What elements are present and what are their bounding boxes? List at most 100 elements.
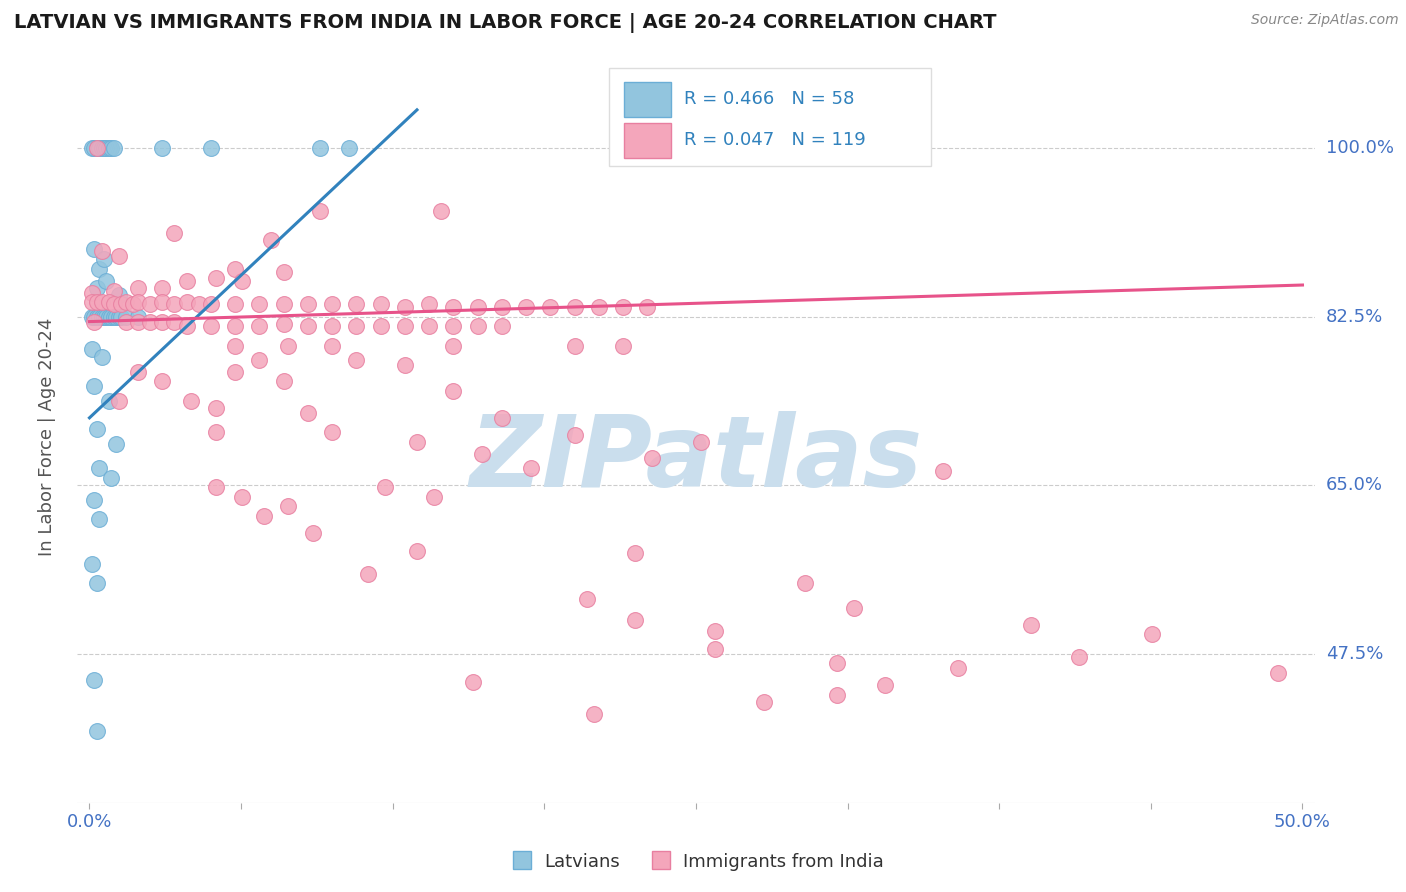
Point — [538, 300, 561, 314]
Point — [100, 310, 122, 324]
Text: Source: ZipAtlas.com: Source: ZipAtlas.com — [1251, 13, 1399, 28]
Point — [200, 319, 222, 334]
Point — [93, 252, 115, 266]
Point — [96, 274, 118, 288]
Point — [97, 393, 120, 408]
Point — [176, 319, 198, 334]
Point — [139, 315, 162, 329]
Point — [247, 353, 270, 368]
Point — [370, 297, 392, 311]
FancyBboxPatch shape — [624, 81, 671, 117]
Point — [1019, 617, 1042, 632]
Point — [253, 508, 276, 523]
Point — [1140, 627, 1163, 641]
Point — [277, 500, 299, 514]
Point — [491, 319, 513, 334]
Point — [624, 545, 647, 559]
Point — [842, 601, 865, 615]
Point — [273, 317, 295, 331]
Point — [309, 203, 332, 218]
Point — [277, 338, 299, 352]
Point — [273, 374, 295, 388]
Point — [180, 393, 202, 408]
Point — [110, 310, 132, 324]
Point — [97, 141, 120, 155]
Point — [430, 203, 453, 218]
Point — [103, 297, 125, 311]
Point — [297, 319, 319, 334]
Point — [105, 437, 128, 451]
Point — [89, 461, 111, 475]
Point — [176, 274, 198, 288]
Point — [461, 675, 484, 690]
Point — [491, 300, 513, 314]
Point — [150, 295, 173, 310]
Point — [583, 707, 606, 722]
Point — [90, 295, 112, 310]
Point — [90, 141, 112, 155]
Point — [321, 319, 343, 334]
Point — [122, 297, 145, 311]
Point — [80, 342, 103, 356]
Legend: Latvians, Immigrants from India: Latvians, Immigrants from India — [501, 846, 891, 878]
Point — [247, 319, 270, 334]
Point — [97, 295, 120, 310]
Point — [200, 141, 222, 155]
Point — [204, 271, 226, 285]
Point — [139, 297, 162, 311]
Point — [150, 315, 173, 329]
Point — [794, 576, 817, 591]
Point — [90, 244, 112, 259]
Point — [224, 261, 246, 276]
Point — [418, 319, 440, 334]
Point — [86, 141, 108, 155]
Point — [406, 434, 429, 449]
Point — [83, 315, 105, 329]
Text: 100.0%: 100.0% — [1326, 139, 1393, 157]
Point — [273, 264, 295, 278]
Text: ZIPatlas: ZIPatlas — [470, 410, 922, 508]
Point — [321, 338, 343, 352]
Point — [204, 480, 226, 494]
Point — [89, 512, 111, 526]
Point — [127, 281, 149, 295]
Point — [93, 141, 115, 155]
Point — [564, 428, 586, 442]
Point — [97, 310, 120, 324]
Point — [93, 310, 115, 324]
Point — [107, 393, 129, 408]
Point — [321, 425, 343, 440]
Point — [406, 543, 429, 558]
Point — [204, 425, 226, 440]
Text: R = 0.047   N = 119: R = 0.047 N = 119 — [683, 131, 865, 149]
Text: R = 0.466   N = 58: R = 0.466 N = 58 — [683, 90, 853, 108]
Point — [612, 300, 634, 314]
Point — [100, 470, 122, 484]
Point — [1267, 665, 1289, 680]
Point — [467, 319, 489, 334]
Text: 47.5%: 47.5% — [1326, 645, 1384, 663]
Point — [301, 526, 323, 541]
Point — [127, 365, 149, 379]
Point — [344, 353, 367, 368]
Point — [83, 492, 105, 507]
Point — [86, 310, 108, 324]
Point — [90, 350, 112, 364]
Point — [704, 641, 727, 656]
Point — [520, 461, 543, 475]
Text: LATVIAN VS IMMIGRANTS FROM INDIA IN LABOR FORCE | AGE 20-24 CORRELATION CHART: LATVIAN VS IMMIGRANTS FROM INDIA IN LABO… — [14, 13, 997, 33]
Point — [394, 300, 416, 314]
Point — [224, 319, 246, 334]
Point — [344, 319, 367, 334]
Point — [394, 358, 416, 372]
FancyBboxPatch shape — [624, 122, 671, 158]
Point — [107, 287, 129, 301]
Point — [115, 295, 138, 310]
Point — [575, 591, 598, 606]
Point — [515, 300, 537, 314]
Point — [80, 557, 103, 571]
Point — [83, 673, 105, 687]
Point — [471, 447, 494, 461]
Point — [103, 284, 125, 298]
Point — [83, 379, 105, 393]
